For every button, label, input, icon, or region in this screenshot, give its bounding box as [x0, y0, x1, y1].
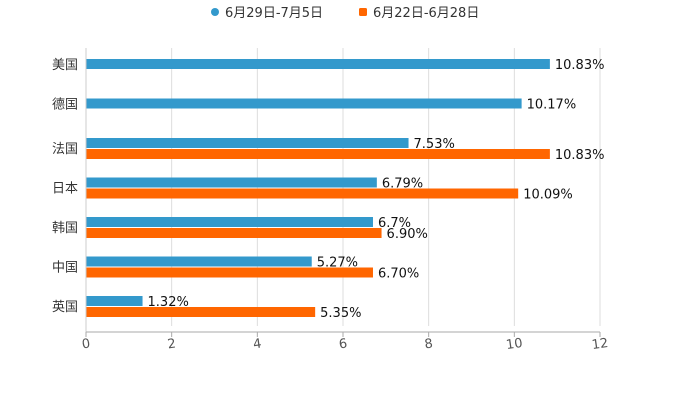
x-tick-label-4: 4 [252, 336, 262, 352]
x-axis: 0 2 4 6 8 10 12 [81, 48, 609, 353]
bar-美国-series-1[interactable] [86, 59, 550, 69]
data-label-英国-series-1: 1.32% [148, 295, 189, 310]
category-label-美国: 美国 [52, 58, 78, 73]
data-label-韩国-series-1: 6.7% [378, 216, 411, 231]
legend-label-series-2[interactable]: 6月22日-6月28日 [373, 6, 479, 21]
bar-日本-series-1[interactable] [86, 177, 377, 188]
category-label-中国: 中国 [52, 261, 78, 276]
bar-韩国-series-2[interactable] [86, 228, 382, 238]
data-label-日本-series-1: 6.79% [382, 177, 423, 192]
category-label-德国: 德国 [52, 98, 78, 113]
x-tick-label-10: 10 [505, 336, 523, 353]
data-label-法国-series-2: 10.83% [555, 148, 605, 163]
data-label-法国-series-1: 7.53% [414, 137, 455, 152]
legend-marker-series-2[interactable] [359, 8, 367, 16]
data-label-韩国-series-2: 6.90% [387, 227, 428, 242]
data-label-英国-series-2: 5.35% [320, 306, 361, 321]
category-label-法国: 法国 [52, 142, 78, 157]
bar-英国-series-2[interactable] [86, 307, 316, 317]
bars: 10.83%10.17%7.53%10.83%6.79%10.09%6.7%6.… [86, 58, 604, 321]
x-tick-label-12: 12 [591, 336, 609, 353]
category-label-英国: 英国 [52, 300, 78, 315]
bar-英国-series-1[interactable] [86, 296, 143, 306]
bar-法国-series-2[interactable] [86, 149, 550, 159]
x-tick-label-0: 0 [81, 336, 91, 352]
bar-韩国-series-1[interactable] [86, 217, 373, 227]
data-label-中国-series-2: 6.70% [378, 267, 419, 282]
legend-label-series-1[interactable]: 6月29日-7月5日 [225, 6, 323, 21]
x-tick-label-8: 8 [424, 336, 434, 352]
bar-法国-series-1[interactable] [86, 138, 409, 148]
category-label-韩国: 韩国 [52, 221, 78, 236]
legend: 6月29日-7月5日 6月22日-6月28日 [211, 6, 479, 21]
x-tick-label-6: 6 [338, 336, 348, 352]
bar-中国-series-1[interactable] [86, 256, 312, 267]
x-tick-label-2: 2 [167, 336, 177, 352]
bar-德国-series-1[interactable] [86, 98, 522, 109]
data-label-日本-series-2: 10.09% [523, 188, 573, 203]
bar-日本-series-2[interactable] [86, 188, 519, 199]
bar-中国-series-2[interactable] [86, 267, 373, 278]
data-label-德国-series-1: 10.17% [527, 98, 577, 113]
data-label-美国-series-1: 10.83% [555, 58, 605, 73]
category-label-日本: 日本 [52, 182, 78, 197]
data-label-中国-series-1: 5.27% [317, 256, 358, 271]
legend-marker-series-1[interactable] [211, 8, 219, 16]
